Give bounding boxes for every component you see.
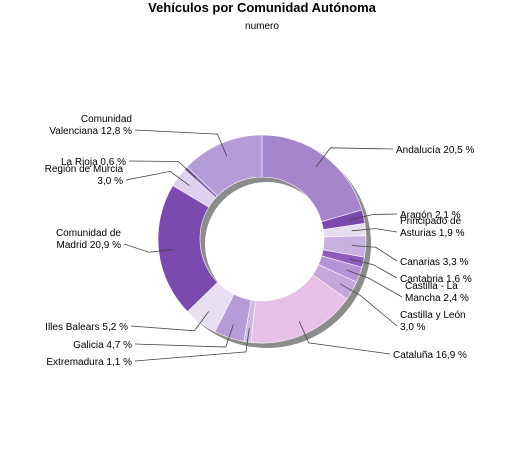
slice-label-principado-de-asturias: Principado de (400, 216, 462, 227)
leader-line-comunidad-de-madrid (123, 243, 173, 253)
leader-line-galicia (134, 324, 234, 348)
slice-label-region-de-murcia: Región de Murcia (45, 164, 124, 175)
slice-label-castilla-la-mancha: Castilla - La (405, 281, 458, 292)
slice-label-canarias: Canarias 3,3 % (400, 257, 468, 268)
leader-line-region-de-murcia (125, 170, 190, 186)
slice-label-comunidad-valenciana: Valenciana 12,8 % (49, 126, 132, 137)
leader-line-cataluna (298, 320, 391, 355)
slice-label-la-rioja: La Rioja 0,6 % (61, 157, 126, 168)
leader-line-principado-de-asturias (351, 228, 398, 233)
slice-label-andalucia: Andalucía 20,5 % (396, 145, 474, 156)
slice-label-extremadura: Extremadura 1,1 % (46, 357, 132, 368)
leader-line-andalucia (315, 147, 394, 168)
leader-line-castilla-la-mancha (346, 269, 403, 298)
chart-subtitle: numero (245, 21, 279, 32)
slice-label-region-de-murcia: 3,0 % (97, 176, 123, 187)
pie-slice-comunidad-valenciana (186, 134, 263, 197)
leader-line-aragon (349, 213, 398, 221)
slice-label-cataluna: Cataluña 16,9 % (393, 350, 467, 361)
leader-line-extremadura (134, 328, 250, 362)
leader-line-castilla-y-leon (339, 283, 398, 327)
slice-label-galicia: Galicia 4,7 % (73, 340, 132, 351)
leader-line-canarias (351, 245, 398, 262)
leader-line-comunidad-valenciana (134, 129, 228, 157)
leader-line-la-rioja (128, 160, 197, 179)
slice-label-illes-balears: Illes Balears 5,2 % (45, 322, 128, 333)
slice-label-cantabria: Cantabria 1,6 % (400, 274, 472, 285)
slice-label-comunidad-de-madrid: Comunidad de (56, 228, 121, 239)
leader-line-illes-balears (130, 311, 209, 332)
slice-label-principado-de-asturias: Asturias 1,9 % (400, 228, 465, 239)
leader-line-cantabria (349, 258, 398, 279)
slice-label-comunidad-de-madrid: Madrid 20,9 % (57, 240, 122, 251)
slice-label-castilla-y-leon: 3,0 % (400, 322, 426, 333)
slice-label-castilla-y-leon: Castilla y León (400, 310, 466, 321)
slice-label-castilla-la-mancha: Mancha 2,4 % (405, 293, 469, 304)
slice-label-aragon: Aragón 2,1 % (400, 210, 461, 221)
chart-title: Vehículos por Comunidad Autónoma (148, 0, 377, 15)
slice-label-comunidad-valenciana: Comunidad (81, 114, 132, 125)
